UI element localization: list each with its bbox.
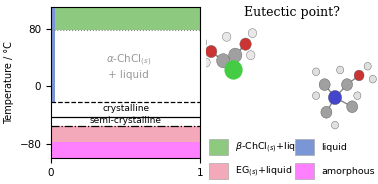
Circle shape xyxy=(217,54,230,68)
X-axis label: $x_{\mathrm{ChCl}}$: $x_{\mathrm{ChCl}}$ xyxy=(113,183,139,184)
Circle shape xyxy=(336,66,344,74)
Circle shape xyxy=(364,62,371,70)
Circle shape xyxy=(347,101,358,113)
FancyBboxPatch shape xyxy=(209,139,228,155)
Circle shape xyxy=(240,38,251,50)
Circle shape xyxy=(342,79,353,91)
Circle shape xyxy=(222,32,231,41)
FancyBboxPatch shape xyxy=(209,163,228,179)
Y-axis label: Temperature / °C: Temperature / °C xyxy=(4,41,14,124)
Circle shape xyxy=(328,91,342,105)
Circle shape xyxy=(354,92,361,100)
Circle shape xyxy=(313,68,320,76)
Text: crystalline: crystalline xyxy=(102,104,149,113)
Circle shape xyxy=(206,45,217,58)
Circle shape xyxy=(321,106,332,118)
Circle shape xyxy=(198,38,207,47)
Circle shape xyxy=(369,75,376,83)
FancyBboxPatch shape xyxy=(296,163,314,179)
Text: semi-crystalline: semi-crystalline xyxy=(90,116,162,125)
Circle shape xyxy=(248,29,257,38)
Circle shape xyxy=(319,79,330,91)
FancyBboxPatch shape xyxy=(296,139,314,155)
Circle shape xyxy=(332,121,339,129)
Circle shape xyxy=(229,48,242,62)
Circle shape xyxy=(313,92,320,100)
Text: liquid: liquid xyxy=(321,143,347,152)
Text: amorphous: amorphous xyxy=(321,167,375,176)
Circle shape xyxy=(229,67,238,76)
Text: $\alpha$-ChCl$_{(s)}$
+ liquid: $\alpha$-ChCl$_{(s)}$ + liquid xyxy=(106,53,152,80)
Circle shape xyxy=(225,61,242,79)
Circle shape xyxy=(246,51,255,60)
Text: Eutectic point?: Eutectic point? xyxy=(244,6,340,19)
Text: $\beta$-ChCl$_{(s)}$+liquid: $\beta$-ChCl$_{(s)}$+liquid xyxy=(235,140,311,155)
Circle shape xyxy=(202,58,210,67)
Circle shape xyxy=(354,70,364,81)
Text: EG$_{(s)}$+liquid: EG$_{(s)}$+liquid xyxy=(235,164,293,178)
